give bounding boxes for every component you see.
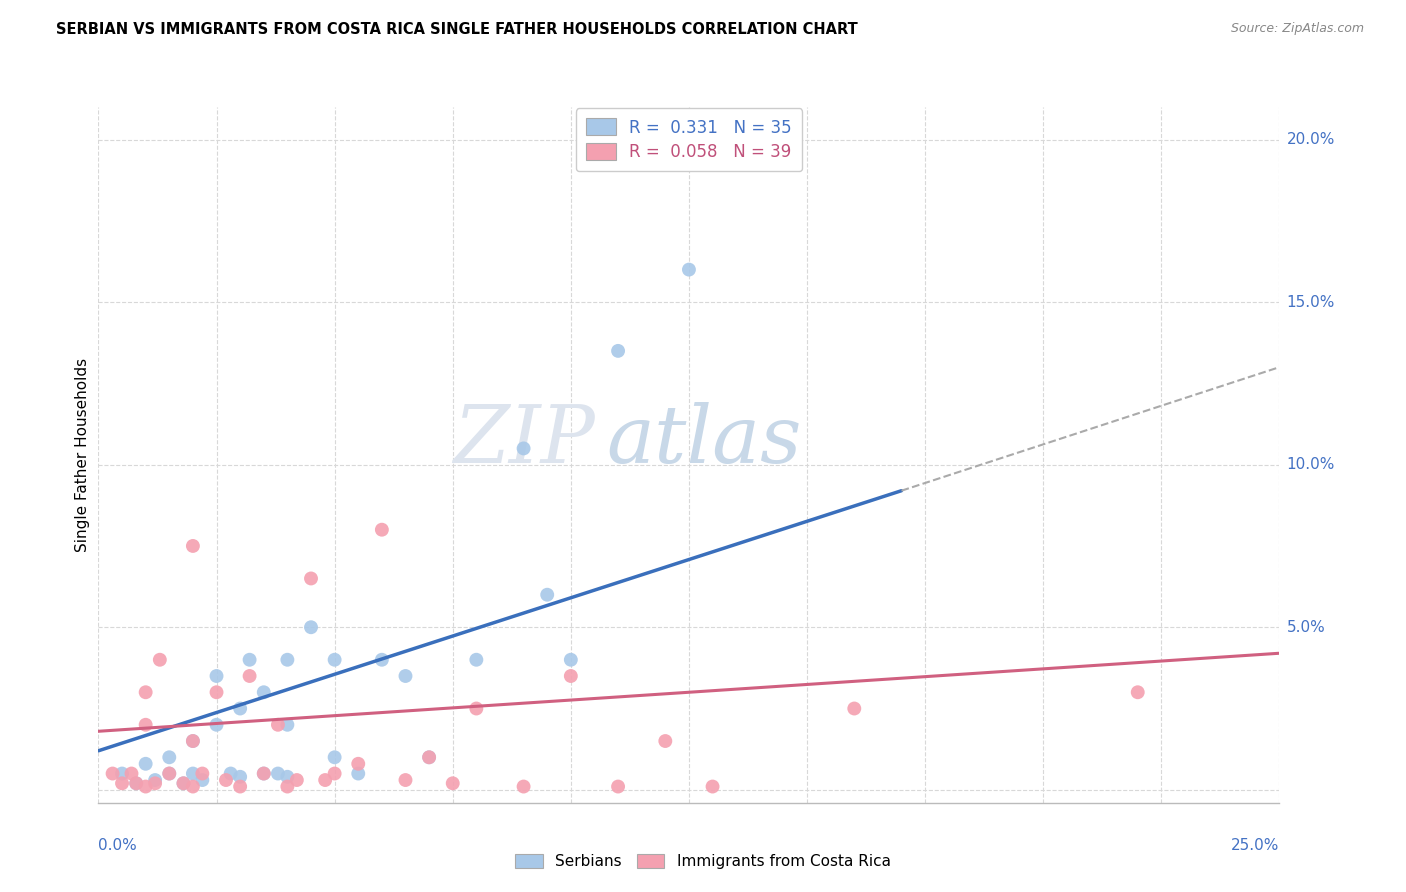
- Point: [678, 262, 700, 277]
- Text: 15.0%: 15.0%: [1286, 294, 1334, 310]
- Point: [607, 343, 630, 358]
- Point: [215, 772, 238, 787]
- Point: [394, 772, 416, 787]
- Point: [205, 669, 228, 683]
- Point: [607, 780, 630, 794]
- Point: [111, 776, 134, 790]
- Point: [181, 766, 204, 780]
- Point: [299, 572, 322, 586]
- Point: [560, 669, 582, 683]
- Text: 20.0%: 20.0%: [1286, 132, 1334, 147]
- Point: [229, 780, 252, 794]
- Point: [219, 766, 242, 780]
- Point: [323, 766, 346, 780]
- Point: [149, 653, 172, 667]
- Point: [654, 734, 676, 748]
- Point: [135, 780, 157, 794]
- Point: [181, 539, 204, 553]
- Point: [172, 776, 194, 790]
- Point: [181, 780, 204, 794]
- Text: atlas: atlas: [606, 402, 801, 480]
- Point: [418, 750, 440, 764]
- Point: [229, 701, 252, 715]
- Point: [135, 756, 157, 771]
- Point: [465, 701, 488, 715]
- Point: [394, 669, 416, 683]
- Point: [276, 780, 298, 794]
- Point: [143, 772, 166, 787]
- Point: [135, 718, 157, 732]
- Point: [276, 770, 298, 784]
- Point: [418, 750, 440, 764]
- Point: [253, 766, 276, 780]
- Legend: Serbians, Immigrants from Costa Rica: Serbians, Immigrants from Costa Rica: [509, 848, 897, 875]
- Point: [267, 766, 290, 780]
- Point: [205, 718, 228, 732]
- Point: [229, 770, 252, 784]
- Point: [702, 780, 724, 794]
- Point: [512, 780, 534, 794]
- Point: [1126, 685, 1149, 699]
- Point: [181, 734, 204, 748]
- Point: [205, 685, 228, 699]
- Point: [181, 734, 204, 748]
- Point: [239, 669, 262, 683]
- Text: 5.0%: 5.0%: [1286, 620, 1326, 635]
- Point: [512, 442, 534, 456]
- Point: [172, 776, 194, 790]
- Text: Source: ZipAtlas.com: Source: ZipAtlas.com: [1230, 22, 1364, 36]
- Point: [371, 653, 394, 667]
- Point: [371, 523, 394, 537]
- Text: 0.0%: 0.0%: [98, 838, 138, 854]
- Point: [844, 701, 866, 715]
- Point: [143, 776, 166, 790]
- Point: [285, 772, 308, 787]
- Y-axis label: Single Father Households: Single Father Households: [75, 358, 90, 552]
- Point: [560, 653, 582, 667]
- Point: [267, 718, 290, 732]
- Text: 25.0%: 25.0%: [1232, 838, 1279, 854]
- Point: [276, 653, 298, 667]
- Point: [323, 750, 346, 764]
- Point: [347, 756, 370, 771]
- Point: [157, 750, 180, 764]
- Point: [536, 588, 558, 602]
- Point: [239, 653, 262, 667]
- Point: [465, 653, 488, 667]
- Point: [441, 776, 464, 790]
- Legend: R =  0.331   N = 35, R =  0.058   N = 39: R = 0.331 N = 35, R = 0.058 N = 39: [576, 109, 801, 171]
- Point: [111, 766, 134, 780]
- Point: [323, 653, 346, 667]
- Point: [157, 766, 180, 780]
- Point: [121, 766, 143, 780]
- Point: [347, 766, 370, 780]
- Point: [125, 776, 148, 790]
- Point: [191, 772, 214, 787]
- Point: [157, 766, 180, 780]
- Point: [299, 620, 322, 634]
- Point: [253, 685, 276, 699]
- Text: 10.0%: 10.0%: [1286, 458, 1334, 472]
- Point: [276, 718, 298, 732]
- Point: [101, 766, 124, 780]
- Point: [135, 685, 157, 699]
- Text: ZIP: ZIP: [453, 402, 595, 480]
- Point: [253, 766, 276, 780]
- Point: [314, 772, 336, 787]
- Text: SERBIAN VS IMMIGRANTS FROM COSTA RICA SINGLE FATHER HOUSEHOLDS CORRELATION CHART: SERBIAN VS IMMIGRANTS FROM COSTA RICA SI…: [56, 22, 858, 37]
- Point: [191, 766, 214, 780]
- Point: [125, 776, 148, 790]
